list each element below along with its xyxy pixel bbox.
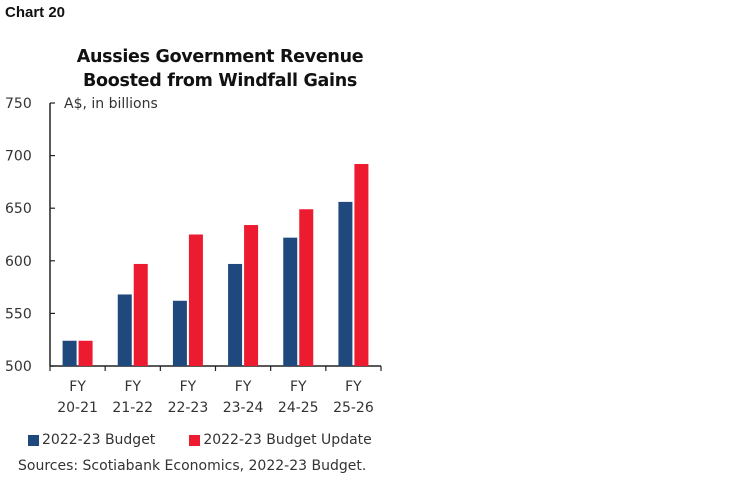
y-tick-label: 550 (5, 306, 32, 322)
y-tick-label: 600 (5, 254, 32, 270)
legend-item-budget-update: 2022-23 Budget Update (189, 432, 372, 448)
legend: 2022-23 Budget 2022-23 Budget Update (28, 432, 372, 448)
x-axis: FY 20-21 FY 21-22 FY 22-23 FY 23-24 FY 24-25 FY 25-… (49, 365, 382, 416)
y-tick-label: 750 (5, 96, 32, 112)
bar-budget-fy-21-22 (117, 294, 132, 366)
legend-swatch-budget-update (189, 434, 201, 446)
bar-budget-fy-22-23 (172, 300, 187, 366)
x-tick-label: 22-23 (168, 400, 209, 416)
bar-budget-fy-23-24 (228, 263, 243, 366)
x-tick-label: FY (290, 379, 307, 395)
chart-number: Chart 20 (5, 4, 66, 21)
legend-label-budget: 2022-23 Budget (42, 432, 156, 448)
bar-budget-fy-20-21 (62, 340, 77, 366)
x-tick-label: 20-21 (57, 400, 98, 416)
bar-budget-update-fy-23-24 (244, 225, 259, 366)
x-tick-label: FY (124, 379, 141, 395)
x-tick-label: FY (235, 379, 252, 395)
bar-budget-update-fy-22-23 (188, 234, 203, 366)
bar-budget-update-fy-21-22 (133, 263, 148, 366)
x-tick-label: 23-24 (223, 400, 264, 416)
y-tick-label: 500 (5, 359, 32, 375)
bar-budget-update-fy-24-25 (299, 209, 314, 366)
bar-budget-fy-24-25 (283, 237, 298, 366)
x-tick-label: FY (180, 379, 197, 395)
y-tick-label: 650 (5, 201, 32, 217)
legend-item-budget: 2022-23 Budget (28, 432, 155, 448)
bars (62, 164, 369, 366)
y-axis: 500 550 600 650 700 750 (5, 96, 55, 375)
x-tick-label: 25-26 (333, 400, 374, 416)
bar-budget-update-fy-25-26 (354, 164, 369, 366)
bar-budget-update-fy-20-21 (78, 340, 93, 366)
bar-budget-fy-25-26 (338, 201, 353, 366)
x-tick-label: 21-22 (112, 400, 153, 416)
source-note: Sources: Scotiabank Economics, 2022-23 B… (18, 458, 367, 474)
legend-label-budget-update: 2022-23 Budget Update (203, 432, 372, 448)
chart-title-line-2: Boosted from Windfall Gains (83, 71, 357, 91)
unit-label: A$, in billions (64, 96, 158, 112)
y-tick-label: 700 (5, 149, 32, 165)
x-tick-label: 24-25 (278, 400, 319, 416)
legend-swatch-budget (28, 434, 39, 446)
x-tick-label: FY (345, 379, 362, 395)
chart-title-line-1: Aussies Government Revenue (76, 47, 364, 67)
chart-title: Aussies Government Revenue Boosted from … (40, 45, 400, 93)
x-tick-label: FY (69, 379, 86, 395)
